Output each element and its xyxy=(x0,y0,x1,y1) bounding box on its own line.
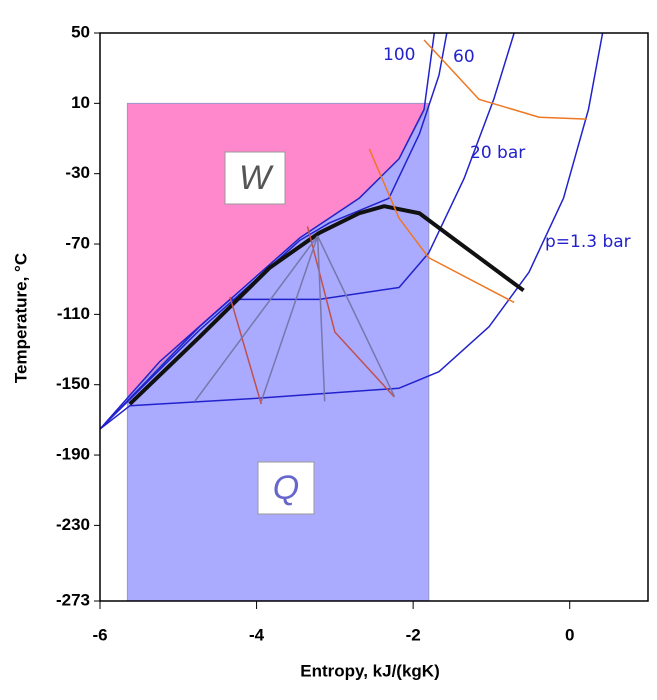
label-box xyxy=(224,151,286,205)
x-tick-label: -2 xyxy=(406,625,421,644)
y-tick-label: -190 xyxy=(56,445,90,464)
y-tick-label: -273 xyxy=(56,590,90,609)
y-tick-label: -70 xyxy=(65,234,90,253)
x-tick-label: 0 xyxy=(565,625,574,644)
region-label: W xyxy=(239,159,274,197)
curve-label: 100 xyxy=(383,45,415,65)
curve xyxy=(306,226,395,398)
curve xyxy=(100,33,448,430)
y-tick-label: 50 xyxy=(71,22,90,41)
curve-label: 60 xyxy=(453,47,475,67)
curve xyxy=(316,235,326,402)
label-box xyxy=(257,461,315,515)
curve-label: 20 bar xyxy=(470,143,525,163)
curve xyxy=(316,235,396,397)
region-label: Q xyxy=(273,469,299,507)
y-tick-label: -30 xyxy=(65,163,90,182)
curve xyxy=(229,296,262,405)
y-tick-label: -110 xyxy=(57,304,90,323)
x-axis-title: Entropy, kJ/(kgK) xyxy=(300,661,439,680)
curve xyxy=(423,39,587,120)
curve xyxy=(368,148,515,304)
y-tick-label: -150 xyxy=(56,374,90,393)
curve-label: p=1.3 bar xyxy=(545,232,631,252)
curve xyxy=(128,204,525,406)
x-tick-label: -4 xyxy=(249,625,265,644)
x-tick-label: -6 xyxy=(92,625,107,644)
curve xyxy=(100,33,604,430)
curve xyxy=(100,33,515,430)
y-axis-title: Temperature, °C xyxy=(11,253,30,383)
y-tick-label: -230 xyxy=(56,515,90,534)
y-tick-label: 10 xyxy=(71,93,90,112)
curve xyxy=(194,235,319,402)
curve xyxy=(260,235,319,402)
plot-frame xyxy=(99,32,649,602)
